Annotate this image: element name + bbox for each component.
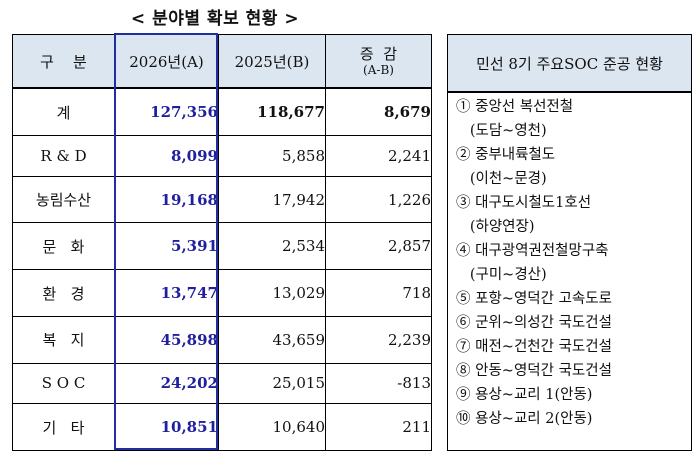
row-category: 계 [12, 87, 115, 137]
value-diff: 2,241 [325, 135, 432, 177]
value-2026: 127,356 [114, 87, 219, 137]
list-item: (하양연장) [456, 219, 535, 235]
header-2025: 2025년(B) [218, 34, 326, 89]
value-2025: 43,659 [218, 316, 326, 364]
value-2025: 10,640 [218, 403, 326, 451]
row-category: 농림수산 [12, 175, 115, 224]
list-item: ⑨ 용상~교리 1(안동) [456, 387, 593, 403]
value-2025: 25,015 [218, 362, 326, 405]
table-header-row: 구 분 2026년(A) 2025년(B) 증 감 (A-B) [12, 34, 432, 89]
table-row: 농림수산 19,168 17,942 1,226 [12, 175, 432, 224]
value-2025: 2,534 [218, 222, 326, 271]
row-category: 환 경 [12, 269, 115, 318]
list-item: ⑩ 용상~교리 2(안동) [456, 411, 593, 427]
list-item: ⑥ 군위~의성간 국도건설 [456, 315, 612, 331]
table-row: 기 타 10,851 10,640 211 [12, 403, 432, 451]
table-row: S O C 24,202 25,015 -813 [12, 362, 432, 405]
table-row: 환 경 13,747 13,029 718 [12, 269, 432, 318]
value-diff: 8,679 [325, 87, 432, 137]
row-category: 기 타 [12, 403, 115, 451]
value-2026: 24,202 [114, 362, 219, 405]
value-2026: 8,099 [114, 135, 219, 177]
value-2026: 5,391 [114, 222, 219, 271]
value-2026: 19,168 [114, 175, 219, 224]
table-row: R & D 8,099 5,858 2,241 [12, 135, 432, 177]
header-diff: 증 감 (A-B) [325, 34, 432, 89]
value-diff: 211 [325, 403, 432, 451]
value-diff: 2,857 [325, 222, 432, 271]
list-item: ② 중부내륙철도 [456, 147, 556, 163]
list-item: (도담~영천) [456, 123, 547, 139]
row-category: S O C [12, 362, 115, 405]
row-category: 문 화 [12, 222, 115, 271]
value-2026: 10,851 [114, 403, 219, 451]
value-2025: 5,858 [218, 135, 326, 177]
list-item: ⑤ 포항~영덕간 고속도로 [456, 291, 612, 307]
page-title: < 분야별 확보 현황 > [130, 9, 300, 29]
header-diff-label: 증 감 [359, 45, 398, 63]
list-item: (이천~문경) [456, 171, 547, 187]
soc-panel-header: 민선 8기 주요SOC 준공 현황 [448, 35, 691, 93]
table-row: 문 화 5,391 2,534 2,857 [12, 222, 432, 271]
table-row: 계 127,356 118,677 8,679 [12, 87, 432, 137]
row-category: R & D [12, 135, 115, 177]
list-item: ① 중앙선 복선전철 [456, 99, 574, 115]
soc-list: ① 중앙선 복선전철 (도담~영천) ② 중부내륙철도 (이천~문경) ③ 대구… [448, 93, 691, 431]
budget-table: 구 분 2026년(A) 2025년(B) 증 감 (A-B) 계 127,35… [12, 34, 432, 451]
table-row: 복 지 45,898 43,659 2,239 [12, 316, 432, 364]
list-item: ④ 대구광역권전철망구축 [456, 243, 609, 259]
value-2026: 45,898 [114, 316, 219, 364]
list-item: ③ 대구도시철도1호선 [456, 195, 592, 211]
header-category: 구 분 [12, 34, 115, 89]
row-category: 복 지 [12, 316, 115, 364]
value-diff: -813 [325, 362, 432, 405]
list-item: (구미~경산) [456, 267, 547, 283]
value-diff: 1,226 [325, 175, 432, 224]
header-diff-sub: (A-B) [363, 63, 394, 77]
value-2025: 118,677 [218, 87, 326, 137]
value-2026: 13,747 [114, 269, 219, 318]
value-diff: 2,239 [325, 316, 432, 364]
list-item: ⑧ 안동~영덕간 국도건설 [456, 363, 612, 379]
value-diff: 718 [325, 269, 432, 318]
list-item: ⑦ 매전~건천간 국도건설 [456, 339, 612, 355]
header-2026: 2026년(A) [114, 34, 219, 89]
soc-completion-panel: 민선 8기 주요SOC 준공 현황 ① 중앙선 복선전철 (도담~영천) ② 중… [447, 34, 692, 451]
value-2025: 17,942 [218, 175, 326, 224]
value-2025: 13,029 [218, 269, 326, 318]
